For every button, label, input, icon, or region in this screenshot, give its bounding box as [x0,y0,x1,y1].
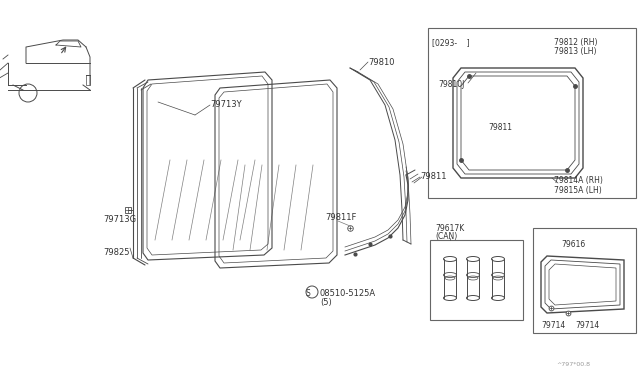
Bar [533,228,636,333]
Text: ^797*00.8: ^797*00.8 [556,362,590,367]
Text: 79813 (LH): 79813 (LH) [554,47,596,56]
Text: 79616: 79616 [561,240,585,249]
Text: 79713G: 79713G [103,215,136,224]
Text: 79714: 79714 [575,321,599,330]
Text: 79811: 79811 [420,172,447,181]
Text: 79810: 79810 [368,58,394,67]
Text: 79825: 79825 [103,248,129,257]
Text: 79815A (LH): 79815A (LH) [554,186,602,195]
Text: [0293-    ]: [0293- ] [432,38,470,47]
Text: 79811F: 79811F [325,213,356,222]
Text: (CAN): (CAN) [435,232,457,241]
Text: 79811: 79811 [488,123,512,132]
Text: 08510-5125A: 08510-5125A [320,289,376,298]
Text: 79814A (RH): 79814A (RH) [554,176,603,185]
Text: 79617K: 79617K [435,224,464,233]
Text: 79810J: 79810J [438,80,465,89]
Text: S: S [306,289,310,298]
Bar [430,240,523,320]
Text: 79714: 79714 [541,321,565,330]
Text: 79812 (RH): 79812 (RH) [554,38,598,47]
Text: 79713Y: 79713Y [210,100,242,109]
Bar [428,28,636,198]
Bar [86,75,90,85]
Text: (5): (5) [320,298,332,307]
